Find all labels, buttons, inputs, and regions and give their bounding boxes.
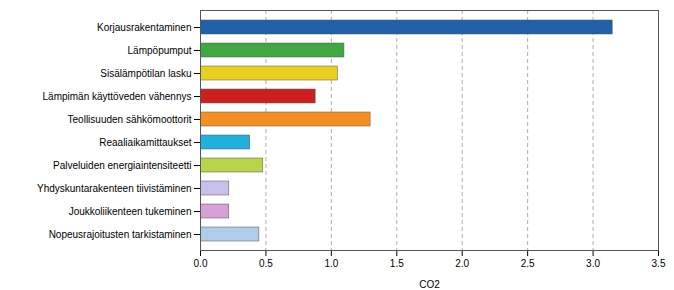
svg-text:3.0: 3.0 xyxy=(586,258,600,269)
svg-text:Joukkoliikenteen tukeminen: Joukkoliikenteen tukeminen xyxy=(69,206,192,217)
svg-text:0.5: 0.5 xyxy=(259,258,273,269)
svg-text:Korjausrakentaminen: Korjausrakentaminen xyxy=(97,22,192,33)
svg-text:Lämpöpumput: Lämpöpumput xyxy=(128,45,192,56)
svg-text:Lämpimän käyttöveden vähennys: Lämpimän käyttöveden vähennys xyxy=(43,91,192,102)
svg-text:Teollisuuden sähkömoottorit: Teollisuuden sähkömoottorit xyxy=(68,114,192,125)
svg-text:1.0: 1.0 xyxy=(324,258,338,269)
svg-text:Palveluiden energiaintensiteet: Palveluiden energiaintensiteetti xyxy=(53,160,191,171)
svg-text:2.0: 2.0 xyxy=(455,258,469,269)
svg-text:Reaaliaikamittaukset: Reaaliaikamittaukset xyxy=(99,137,191,148)
svg-text:1.5: 1.5 xyxy=(390,258,404,269)
svg-text:Sisälämpötilan lasku: Sisälämpötilan lasku xyxy=(100,68,191,79)
svg-text:CO2: CO2 xyxy=(419,279,440,290)
svg-text:2.5: 2.5 xyxy=(521,258,535,269)
svg-text:Nopeusrajoitusten tarkistamine: Nopeusrajoitusten tarkistaminen xyxy=(49,229,192,240)
svg-text:Yhdyskuntarakenteen tiivistämi: Yhdyskuntarakenteen tiivistäminen xyxy=(37,183,192,194)
svg-text:0.0: 0.0 xyxy=(194,258,208,269)
svg-text:3.5: 3.5 xyxy=(652,258,666,269)
